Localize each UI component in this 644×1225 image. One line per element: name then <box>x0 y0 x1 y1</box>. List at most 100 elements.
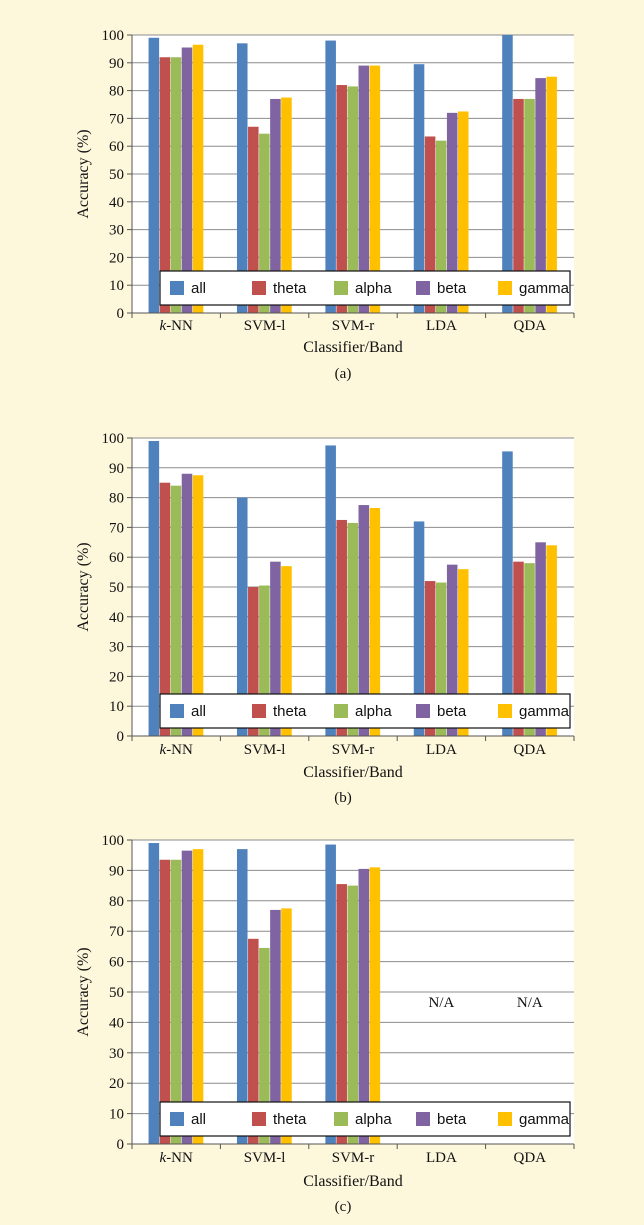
chart-1-bar-alpha <box>347 86 359 314</box>
chart-2-x-tick-label: LDA <box>426 742 457 758</box>
chart-3-y-tick-label: 0 <box>117 1137 125 1153</box>
chart-1-legend-swatch-gamma <box>498 281 512 295</box>
chart-1-bar-theta <box>248 126 259 314</box>
chart-1-bar-theta <box>424 136 436 313</box>
chart-3-legend-label-theta: theta <box>273 1111 307 1128</box>
chart-2-bar-beta <box>270 561 281 736</box>
chart-3-y-tick-label: 100 <box>102 833 125 849</box>
chart-2-y-tick-label: 30 <box>109 640 124 656</box>
chart-2-bar-alpha <box>259 585 270 736</box>
chart-2-x-tick-label: SVM-l <box>244 742 286 758</box>
chart-3-bar-gamma <box>369 867 381 1144</box>
chart-2-legend-label-theta: theta <box>273 703 307 720</box>
chart-1-legend-label-theta: theta <box>273 280 307 297</box>
chart-1-legend-swatch-beta <box>416 281 430 295</box>
chart-1-legend-label-beta: beta <box>437 280 467 297</box>
chart-2-y-tick-label: 100 <box>102 431 125 447</box>
chart-3-legend-label-all: all <box>191 1111 206 1128</box>
chart-3-legend-swatch-beta <box>416 1112 430 1126</box>
chart-3-bar-alpha <box>347 885 359 1144</box>
chart-3-y-tick-label: 10 <box>109 1107 124 1123</box>
chart-1-bar-all <box>502 35 513 313</box>
chart-2-legend-label-alpha: alpha <box>355 703 392 720</box>
chart-3-legend-label-alpha: alpha <box>355 1111 392 1128</box>
chart-1-bar-all <box>148 37 160 313</box>
chart-2-bar-gamma <box>192 475 204 736</box>
chart-1-bar-beta <box>270 98 281 313</box>
chart-3-bar-beta <box>270 909 281 1144</box>
chart-3-y-tick-label: 70 <box>109 924 124 940</box>
chart-1-y-tick-label: 70 <box>109 111 124 127</box>
chart-2-bar-gamma <box>457 569 469 736</box>
chart-3-bar-theta <box>336 884 347 1144</box>
chart-1-x-tick-label: LDA <box>426 318 457 334</box>
chart-2-bar-all <box>413 521 425 736</box>
chart-1-bar-alpha <box>435 140 447 313</box>
chart-3-legend-label-beta: beta <box>437 1111 467 1128</box>
chart-3-bar-beta <box>358 868 370 1144</box>
chart-1-legend-label-gamma: gamma <box>519 280 570 297</box>
chart-2-bar-theta <box>513 561 524 736</box>
chart-2-bar-theta <box>424 581 436 736</box>
chart-3-bar-all <box>236 849 248 1144</box>
chart-1-y-tick-label: 50 <box>109 167 124 183</box>
chart-1-y-tick-label: 80 <box>109 84 124 100</box>
chart-2-bar-beta <box>358 505 370 736</box>
chart-2-legend-label-gamma: gamma <box>519 703 570 720</box>
chart-2-legend-swatch-alpha <box>334 704 348 718</box>
chart-2-y-tick-label: 70 <box>109 520 124 536</box>
chart-1-bar-alpha <box>524 98 535 313</box>
chart-2-x-axis-title: Classifier/Band <box>303 764 403 781</box>
chart-2-legend-label-beta: beta <box>437 703 467 720</box>
chart-2-bar-theta <box>336 519 347 736</box>
chart-2-y-tick-label: 60 <box>109 550 124 566</box>
chart-1-y-tick-label: 20 <box>109 250 124 266</box>
chart-1-legend-swatch-all <box>170 281 184 295</box>
chart-3-y-axis-title: Accuracy (%) <box>75 947 92 1036</box>
chart-3-bar-all <box>148 843 160 1144</box>
chart-2-bar-alpha <box>435 582 447 736</box>
chart-1-y-tick-label: 90 <box>109 56 124 72</box>
chart-1-y-tick-label: 0 <box>117 306 125 322</box>
chart-2-bar-all <box>502 451 513 736</box>
chart-3-bar-alpha <box>259 947 270 1144</box>
chart-3-na-label: N/A <box>428 995 454 1011</box>
chart-3-y-tick-label: 80 <box>109 894 124 910</box>
chart-3-bar-theta <box>248 938 259 1144</box>
chart-2-y-tick-label: 0 <box>117 729 125 745</box>
chart-1-y-tick-label: 10 <box>109 278 124 294</box>
chart-2-legend-swatch-beta <box>416 704 430 718</box>
chart-2-y-tick-label: 90 <box>109 461 124 477</box>
chart-1-bar-all <box>236 43 248 314</box>
chart-2-bar-gamma <box>369 508 381 736</box>
chart-1-bar-beta <box>358 65 370 313</box>
chart-2-bar-gamma <box>546 545 557 736</box>
chart-2-bar-alpha <box>524 563 535 736</box>
chart-3-legend-swatch-theta <box>252 1112 266 1126</box>
chart-2-y-tick-label: 20 <box>109 669 124 685</box>
chart-3-caption: (c) <box>335 1199 352 1215</box>
chart-1-x-tick-label: QDA <box>514 318 547 334</box>
chart-2-bar-all <box>148 440 160 736</box>
chart-1-legend-swatch-alpha <box>334 281 348 295</box>
chart-3-x-tick-label: SVM-r <box>332 1150 375 1166</box>
chart-2-bar-theta <box>248 587 259 736</box>
chart-1-y-tick-label: 60 <box>109 139 124 155</box>
chart-1-legend-swatch-theta <box>252 281 266 295</box>
chart-2-bar-theta <box>159 482 171 736</box>
chart-3-x-tick-label: QDA <box>514 1150 547 1166</box>
chart-3-y-tick-label: 60 <box>109 955 124 971</box>
chart-2-legend-label-all: all <box>191 703 206 720</box>
chart-2-y-tick-label: 10 <box>109 699 124 715</box>
chart-1-x-tick-label: k-NN <box>160 318 193 334</box>
chart-2-caption: (b) <box>334 790 352 806</box>
chart-3-x-tick-label: SVM-l <box>244 1150 286 1166</box>
chart-3-bar-theta <box>159 859 171 1144</box>
chart-1-bar-all <box>413 64 425 313</box>
chart-1-x-tick-label: SVM-l <box>244 318 286 334</box>
chart-2-legend-swatch-gamma <box>498 704 512 718</box>
chart-3-y-tick-label: 20 <box>109 1076 124 1092</box>
chart-1-y-axis-title: Accuracy (%) <box>75 129 92 218</box>
chart-1-legend-label-alpha: alpha <box>355 280 392 297</box>
